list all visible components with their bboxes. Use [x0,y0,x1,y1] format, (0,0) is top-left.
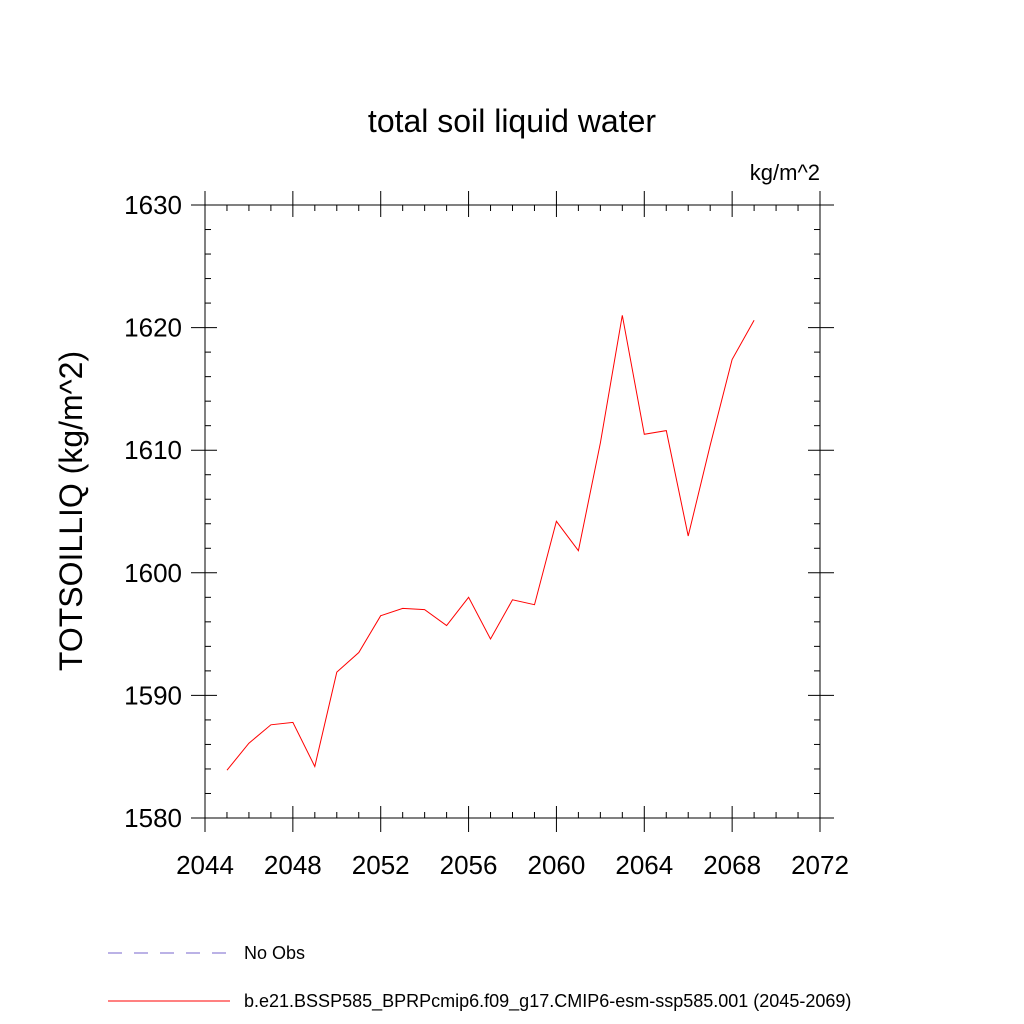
axes: 2044 2048 2052 2056 2060 2064 2068 2072 1580 1590… [124,190,849,880]
series-layer [226,315,755,771]
x-tick-label: 2060 [528,850,586,880]
chart-title: total soil liquid water [368,103,656,139]
series-line [226,315,755,771]
x-tick-label: 2072 [791,850,849,880]
y-axis-label: TOTSOILLIQ (kg/m^2) [53,351,89,671]
units-label: kg/m^2 [750,160,820,185]
plot-frame [204,204,821,819]
y-tick-label: 1590 [124,680,182,710]
x-tick-label: 2044 [176,850,234,880]
y-tick-label: 1620 [124,313,182,343]
y-tick-label: 1600 [124,558,182,588]
legend: No Obs b.e21.BSSP585_BPRPcmip6.f09_g17.C… [108,943,851,1012]
x-tick-label: 2064 [615,850,673,880]
legend-label-no-obs: No Obs [244,943,305,963]
x-tick-label: 2068 [703,850,761,880]
y-tick-label: 1630 [124,190,182,220]
x-tick-label: 2052 [352,850,410,880]
x-tick-label: 2056 [440,850,498,880]
x-tick-label: 2048 [264,850,322,880]
y-tick-label: 1610 [124,435,182,465]
y-tick-label: 1580 [124,803,182,833]
legend-label-model: b.e21.BSSP585_BPRPcmip6.f09_g17.CMIP6-es… [244,991,851,1012]
